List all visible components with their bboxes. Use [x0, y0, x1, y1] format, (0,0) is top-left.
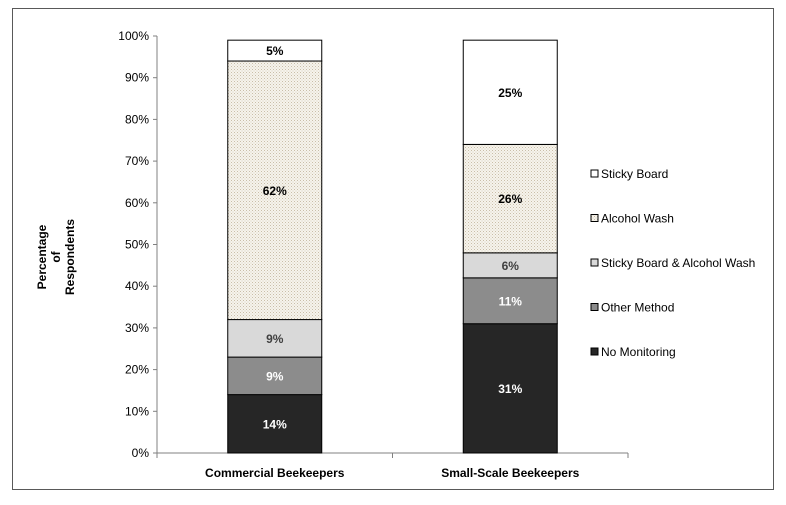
- y-axis-label: PercentageofRespondents: [35, 219, 77, 295]
- data-label: 14%: [263, 417, 287, 431]
- data-label: 25%: [498, 86, 522, 100]
- legend-label: Other Method: [601, 301, 674, 315]
- bar-segment: [462, 252, 558, 279]
- data-label: 9%: [266, 369, 284, 383]
- y-tick-label: 20%: [125, 363, 149, 377]
- y-tick-label: 100%: [118, 29, 149, 43]
- y-tick-label: 90%: [125, 71, 149, 85]
- x-category-label: Small-Scale Beekeepers: [441, 466, 579, 480]
- legend-swatch: [590, 214, 599, 222]
- bar-segment: [227, 39, 323, 62]
- legend-label: Alcohol Wash: [601, 212, 674, 226]
- data-label: 5%: [266, 44, 284, 58]
- bar-segment: [462, 323, 558, 454]
- y-tick-label: 40%: [125, 279, 149, 293]
- legend-swatch: [590, 169, 599, 178]
- legend-swatch: [590, 347, 599, 356]
- y-tick-label: 60%: [125, 196, 149, 210]
- y-tick-label: 80%: [125, 112, 149, 126]
- data-label: 6%: [502, 259, 520, 273]
- y-tick-label: 50%: [125, 238, 149, 252]
- y-tick-label: 10%: [125, 404, 149, 418]
- bar-segment: [462, 39, 558, 145]
- data-label: 26%: [498, 192, 522, 206]
- bar-segment: [227, 356, 323, 396]
- bar-segment: [227, 394, 323, 454]
- legend-label: No Monitoring: [601, 345, 676, 359]
- y-tick-label: 0%: [132, 446, 150, 460]
- legend-swatch: [590, 303, 599, 311]
- bar-segment: [227, 60, 323, 321]
- bar-segment: [462, 143, 558, 254]
- legend-label: Sticky Board: [601, 167, 668, 181]
- chart-frame: [12, 8, 774, 490]
- y-tick-label: 30%: [125, 321, 149, 335]
- data-label: 11%: [499, 294, 523, 308]
- x-category-label: Commercial Beekeepers: [205, 466, 345, 480]
- data-label: 62%: [263, 184, 287, 198]
- data-label: 31%: [498, 382, 522, 396]
- bar-segment: [227, 319, 323, 358]
- legend-label: Sticky Board & Alcohol Wash: [601, 256, 755, 270]
- data-label: 9%: [266, 332, 284, 346]
- legend-swatch: [590, 258, 599, 267]
- y-tick-label: 70%: [125, 154, 149, 168]
